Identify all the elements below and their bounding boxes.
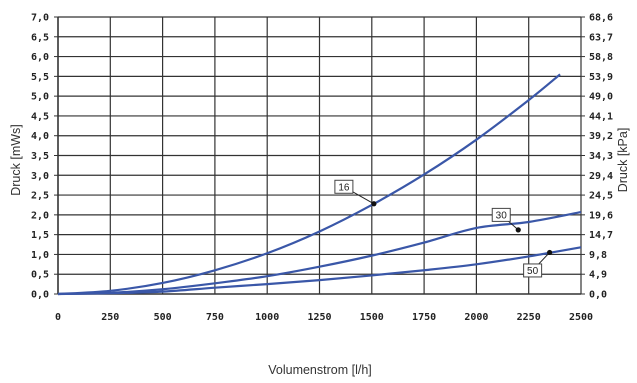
- y-left-tick-label: 4,5: [31, 111, 49, 122]
- y-left-tick-label: 1,5: [31, 230, 49, 241]
- y-axis-left-label: Druck [mWs]: [9, 124, 23, 196]
- y-right-tick-label: 58,8: [589, 52, 613, 63]
- y-right-tick-label: 19,6: [589, 210, 613, 221]
- grid: [54, 16, 585, 295]
- curves: [57, 73, 582, 296]
- y-left-tick-label: 5,0: [31, 92, 49, 103]
- y-right-tick-label: 29,4: [589, 171, 613, 182]
- y-left-tick-label: 0,5: [31, 270, 49, 281]
- y-right-tick-label: 0,0: [589, 290, 607, 301]
- curve-30: [57, 211, 582, 296]
- x-tick-label: 2500: [569, 312, 593, 323]
- y-axis-left-ticks: 0,0 0,5 1,0 1,5 2,0 2,5 3,0 3,5 4,0 4,5 5,0 5,5 6,0 6…: [31, 13, 49, 301]
- curve-16: [57, 73, 561, 296]
- curve-label-50: 50: [527, 266, 539, 277]
- y-right-tick-label: 14,7: [589, 230, 613, 241]
- curve-label-16: 16: [338, 182, 350, 193]
- y-right-tick-label: 63,7: [589, 32, 613, 43]
- label-point-30: [515, 227, 521, 233]
- y-left-tick-label: 7,0: [31, 13, 49, 24]
- x-tick-label: 2250: [517, 312, 541, 323]
- y-right-tick-label: 4,9: [589, 270, 607, 281]
- y-left-tick-label: 2,5: [31, 191, 49, 202]
- curve-labels: 16 30 50: [334, 179, 553, 278]
- y-left-tick-label: 6,5: [31, 32, 49, 43]
- y-left-tick-label: 2,0: [31, 210, 49, 221]
- x-axis-label: Volumenstrom [l/h]: [268, 363, 372, 377]
- y-right-tick-label: 68,6: [589, 13, 613, 24]
- label-point-16: [371, 201, 377, 207]
- y-right-tick-label: 39,2: [589, 131, 613, 142]
- label-box-16: [334, 179, 354, 194]
- x-tick-label: 500: [154, 312, 172, 323]
- curve-label-30: 30: [496, 210, 508, 221]
- label-point-50: [547, 249, 553, 256]
- curve-50: [57, 246, 582, 296]
- y-axis-right-label: Druck [kPa]: [616, 128, 630, 193]
- x-tick-label: 2000: [464, 312, 488, 323]
- label-box-30: [491, 207, 511, 222]
- y-right-tick-label: 34,3: [589, 151, 613, 162]
- x-tick-label: 250: [101, 312, 119, 323]
- x-tick-label: 750: [206, 312, 224, 323]
- y-left-tick-label: 0,0: [31, 290, 49, 301]
- x-tick-label: 0: [55, 312, 61, 323]
- y-left-tick-label: 3,5: [31, 151, 49, 162]
- y-left-tick-label: 3,0: [31, 171, 49, 182]
- x-tick-label: 1500: [360, 312, 384, 323]
- y-left-tick-label: 5,5: [31, 72, 49, 83]
- x-tick-label: 1000: [255, 312, 279, 323]
- y-right-tick-label: 49,0: [589, 92, 613, 103]
- y-axis-right-ticks: 0,0 4,9 9,8 14,7 19,6 24,5 29,4 34,3 39,2 44,1 49,…: [589, 13, 613, 301]
- label-box-50: [523, 263, 543, 278]
- y-right-tick-label: 9,8: [589, 250, 607, 261]
- y-right-tick-label: 44,1: [589, 111, 613, 122]
- y-right-tick-label: 53,9: [589, 72, 613, 83]
- y-left-tick-label: 6,0: [31, 52, 49, 63]
- y-left-tick-label: 1,0: [31, 250, 49, 261]
- y-left-tick-label: 4,0: [31, 131, 49, 142]
- y-right-tick-label: 24,5: [589, 191, 613, 202]
- x-tick-label: 1250: [307, 312, 331, 323]
- x-tick-label: 1750: [412, 312, 436, 323]
- x-axis-ticks: 0 250 500 750 1000 1250 1500 1750 2000 2250 2500: [55, 312, 593, 323]
